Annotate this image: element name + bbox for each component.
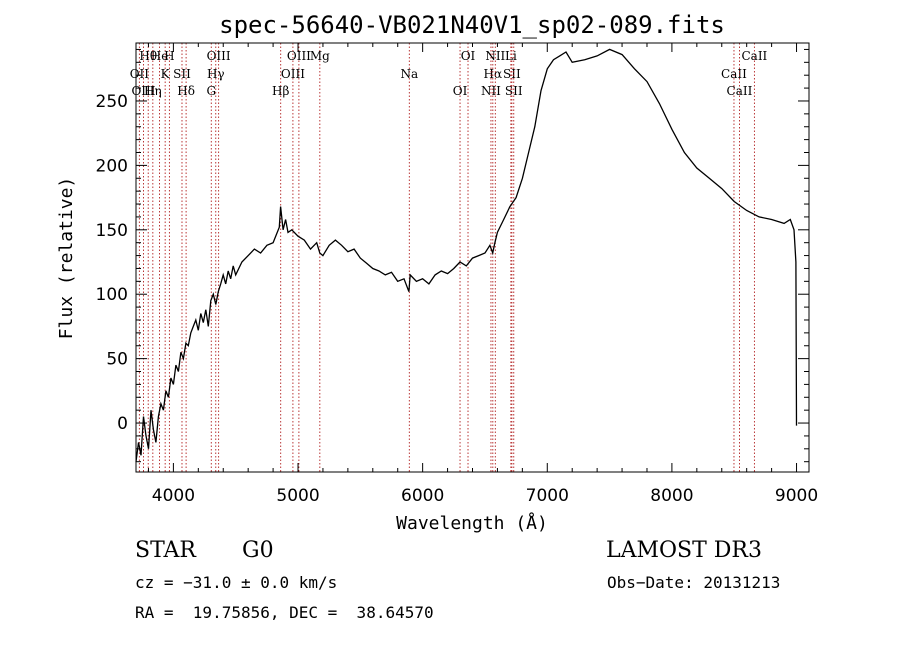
line-label-4: K — [161, 67, 171, 81]
line-label-26: CaII — [727, 84, 753, 98]
line-label-24: Li — [505, 49, 517, 63]
y-tick-label: 100 — [96, 285, 128, 305]
survey-label: LAMOST DR3 — [606, 538, 762, 563]
line-label-11: G — [206, 84, 216, 98]
line-label-27: CaII — [741, 49, 767, 63]
y-axis-label: Flux (relative) — [56, 177, 77, 340]
line-label-9: OIII — [207, 49, 231, 63]
line-label-19: Hα — [484, 67, 503, 81]
emission-line-markers: Hθ OII OIII He K Hη H SII Hδ OIII Hγ G OIII OIII Hβ Mg N… — [130, 43, 768, 472]
line-label-25: CaII — [721, 67, 747, 81]
line-label-2: OIII — [131, 84, 155, 98]
x-axis-label: Wavelength (Å) — [396, 512, 548, 534]
line-label-12: OIII — [287, 49, 311, 63]
x-tick-label: 8000 — [650, 486, 693, 506]
x-tick-label: 9000 — [775, 486, 818, 506]
line-label-16: Na — [400, 67, 418, 81]
y-tick-label: 200 — [96, 156, 128, 176]
chart-title: spec-56640-VB021N40V1_sp02-089.fits — [219, 11, 725, 39]
redshift-label: cz = −31.0 ± 0.0 km/s — [135, 573, 338, 592]
line-label-23: SII — [505, 84, 523, 98]
class-label: STAR — [135, 538, 196, 563]
line-label-14: Hβ — [272, 84, 289, 98]
line-label-13: OIII — [281, 67, 305, 81]
line-label-6: H — [164, 49, 174, 63]
line-label-8: Hδ — [177, 84, 195, 98]
plot-frame — [135, 42, 810, 473]
line-label-15: Mg — [310, 49, 330, 63]
y-tick-label: 250 — [96, 92, 128, 112]
line-label-10: Hγ — [207, 67, 225, 81]
line-label-17: OI — [453, 84, 468, 98]
line-label-7: SII — [173, 67, 191, 81]
line-label-3: He — [151, 49, 169, 63]
line-label-5: Hη — [144, 84, 162, 98]
obs-date-label: Obs−Date: 20131213 — [607, 573, 781, 592]
y-tick-label: 150 — [96, 221, 128, 241]
x-tick-label: 6000 — [401, 486, 444, 506]
flux-series-line — [135, 48, 798, 462]
axis-ticks: 4000 5000 6000 7000 8000 9000 0 50 100 150 200 250 — [96, 43, 818, 506]
line-label-18: OI — [461, 49, 476, 63]
line-label-22: SII — [503, 67, 521, 81]
x-tick-label: 4000 — [152, 486, 195, 506]
line-label-20: NII — [481, 84, 501, 98]
x-tick-label: 5000 — [276, 486, 319, 506]
line-label-1: OII — [130, 67, 150, 81]
line-label-0: Hθ — [139, 49, 157, 63]
x-tick-label: 7000 — [526, 486, 569, 506]
coordinates-label: RA = 19.75856, DEC = 38.64570 — [135, 603, 434, 622]
y-tick-label: 50 — [106, 350, 128, 370]
subclass-label: G0 — [242, 538, 274, 563]
y-tick-label: 0 — [117, 414, 128, 434]
line-label-21: NII — [485, 49, 505, 63]
